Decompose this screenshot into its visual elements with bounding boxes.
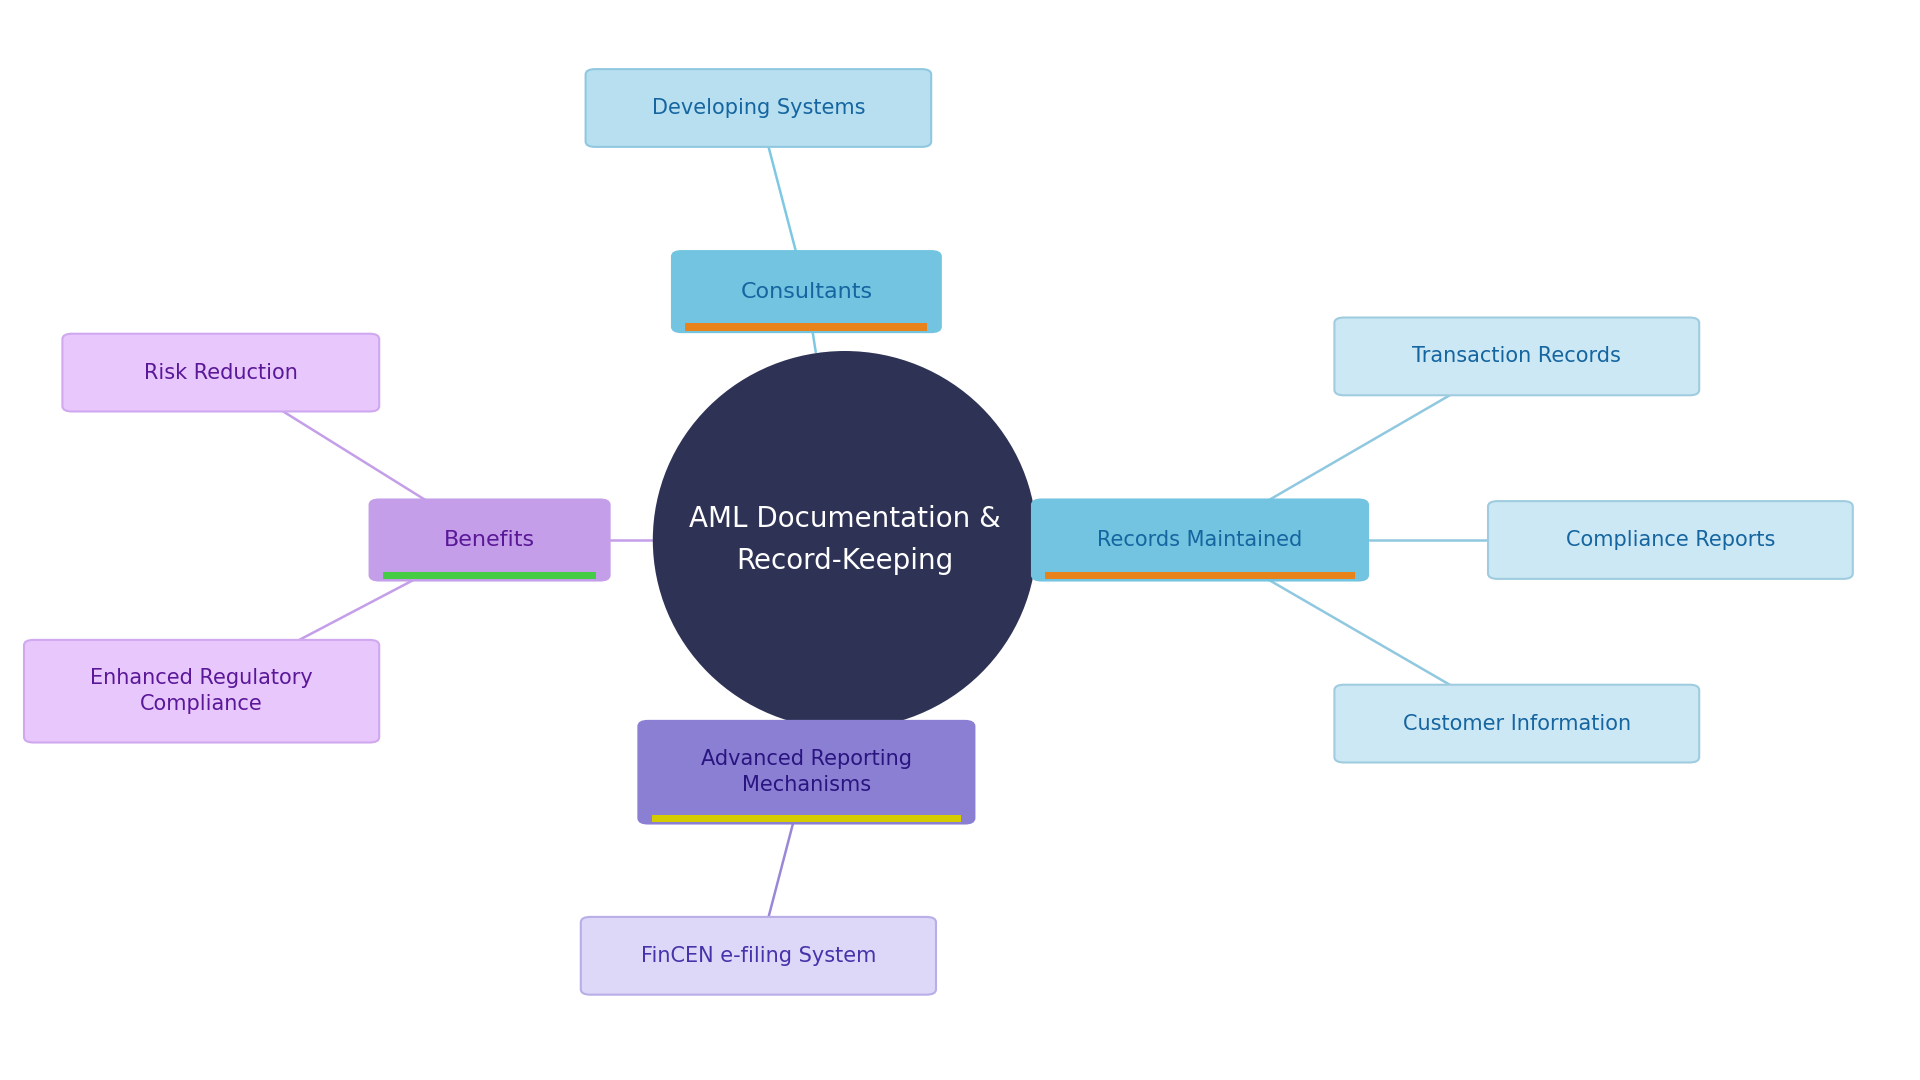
Text: Risk Reduction: Risk Reduction [144,363,298,382]
Text: Enhanced Regulatory
Compliance: Enhanced Regulatory Compliance [90,669,313,714]
FancyBboxPatch shape [637,721,973,824]
FancyBboxPatch shape [672,252,941,333]
FancyBboxPatch shape [384,571,595,579]
FancyBboxPatch shape [1334,318,1699,395]
FancyBboxPatch shape [580,917,937,995]
Text: Advanced Reporting
Mechanisms: Advanced Reporting Mechanisms [701,750,912,795]
Text: Compliance Reports: Compliance Reports [1565,530,1776,550]
FancyBboxPatch shape [1044,571,1356,579]
Text: FinCEN e-filing System: FinCEN e-filing System [641,946,876,966]
FancyBboxPatch shape [1334,685,1699,762]
FancyBboxPatch shape [586,69,931,147]
FancyBboxPatch shape [1033,499,1367,581]
FancyBboxPatch shape [23,639,380,743]
FancyBboxPatch shape [63,334,380,411]
Text: Customer Information: Customer Information [1404,714,1630,733]
Ellipse shape [653,351,1037,729]
Text: Benefits: Benefits [444,530,536,550]
Text: Consultants: Consultants [741,282,872,301]
Text: Developing Systems: Developing Systems [651,98,866,118]
Text: Records Maintained: Records Maintained [1098,530,1302,550]
Text: AML Documentation &
Record-Keeping: AML Documentation & Record-Keeping [689,505,1000,575]
FancyBboxPatch shape [651,814,960,823]
Text: Transaction Records: Transaction Records [1413,347,1620,366]
FancyBboxPatch shape [1488,501,1853,579]
FancyBboxPatch shape [369,499,611,581]
FancyBboxPatch shape [685,324,927,330]
